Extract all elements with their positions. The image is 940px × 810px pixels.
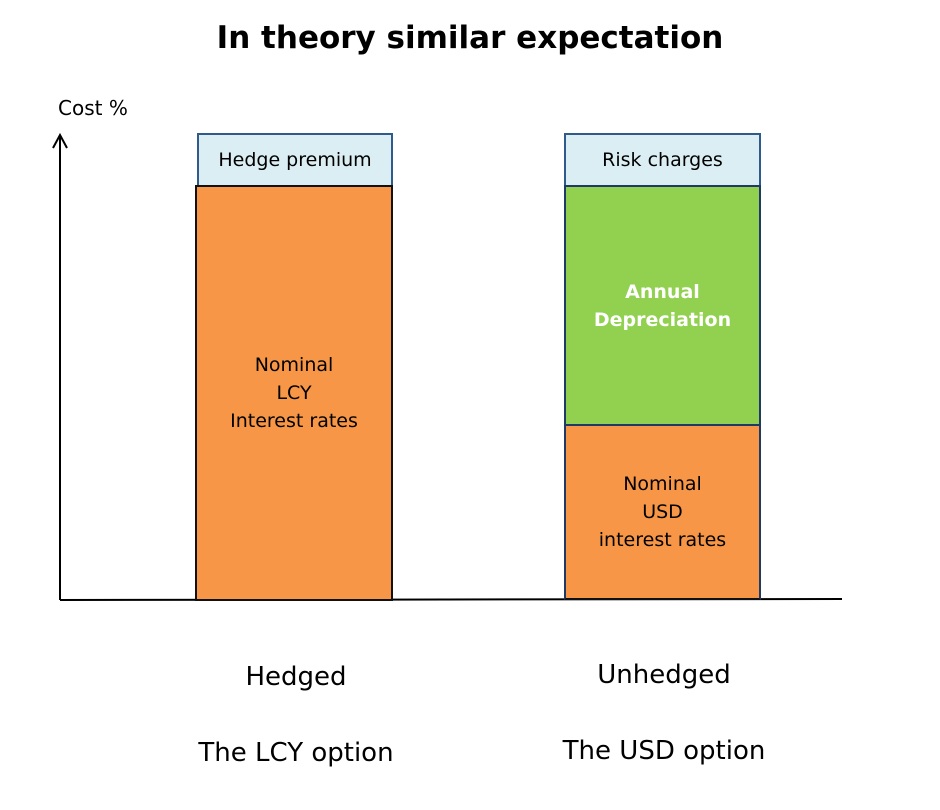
y-axis-label: Cost %	[58, 96, 128, 120]
lcy-option-label: The LCY option	[198, 738, 394, 768]
nominal-lcy-interest-segment: Nominal LCY Interest rates	[195, 185, 393, 601]
risk-charges-segment: Risk charges	[564, 133, 761, 187]
nominal-usd-interest-segment: Nominal USD interest rates	[564, 424, 761, 600]
y-axis-arrow-icon	[52, 132, 68, 149]
annual-depreciation-segment: Annual Depreciation	[564, 185, 761, 426]
usd-option-label: The USD option	[562, 736, 766, 766]
axes	[52, 132, 843, 601]
diagram-title: In theory similar expectation	[216, 20, 724, 56]
unhedged-option-label: Unhedged The USD option	[528, 618, 800, 808]
hedge-premium-segment: Hedge premium	[197, 133, 393, 187]
unhedged-label: Unhedged	[597, 660, 731, 690]
hedged-option-label: Hedged The LCY option	[160, 620, 432, 810]
hedged-label: Hedged	[245, 662, 347, 692]
